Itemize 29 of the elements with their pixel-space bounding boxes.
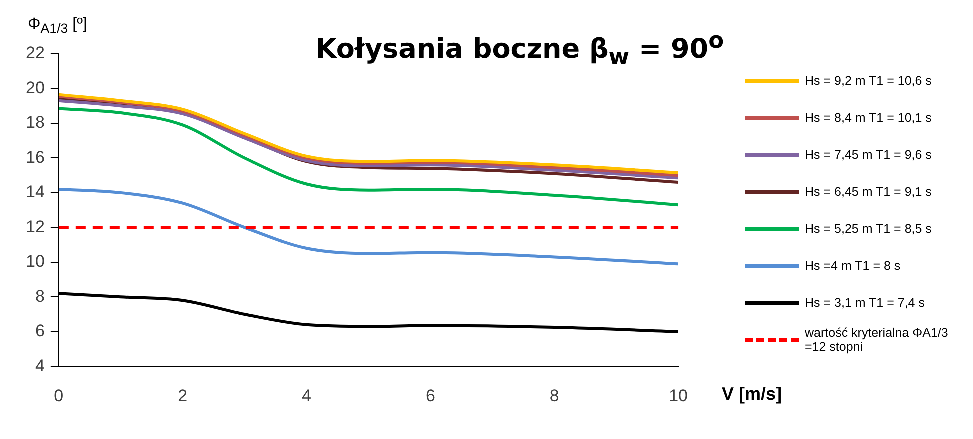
- legend-label: wartość kryterialna ΦA1/3 =12 stopni: [805, 326, 950, 354]
- legend-label: Hs = 9,2 m T1 = 10,6 s: [805, 74, 932, 88]
- y-tick-label: 14: [26, 182, 45, 202]
- chart-title: Kołysania boczne β$_{w}$ = 90$^{o}$: [314, 28, 726, 70]
- x-tick-label: 4: [302, 386, 312, 406]
- y-axis-title: Φ$_{A1/3}$ [º]: [28, 16, 88, 36]
- y-tick-label: 12: [26, 217, 45, 236]
- legend-label: Hs = 6,45 m T1 = 9,1 s: [805, 184, 932, 198]
- y-tick-label: 4: [35, 356, 45, 376]
- legend-label: Hs = 7,45 m T1 = 9,6 s: [805, 148, 932, 162]
- legend-label: Hs = 8,4 m T1 = 10,1 s: [805, 110, 932, 124]
- legend-label: Hs = 5,25 m T1 = 8,5 s: [805, 222, 932, 236]
- y-tick-label: 22: [26, 44, 45, 63]
- line-series: [58, 188, 679, 266]
- x-tick-label: 0: [54, 386, 64, 406]
- y-tick-label: 18: [26, 113, 45, 132]
- y-tick-label: 10: [26, 252, 45, 272]
- y-tick-label: 6: [35, 322, 45, 341]
- x-tick-label: 6: [426, 386, 436, 406]
- legend-label: Hs = 3,1 m T1 = 7,4 s: [805, 296, 925, 310]
- y-tick-label: 16: [26, 148, 45, 167]
- x-axis-title: V [m/s]: [722, 384, 782, 405]
- legend-label: Hs =4 m T1 = 8 s: [805, 258, 901, 272]
- x-tick-label: 2: [178, 386, 188, 406]
- x-tick-label: 8: [550, 386, 560, 406]
- x-tick-label: 10: [669, 386, 688, 406]
- y-tick-label: 8: [35, 286, 45, 306]
- y-tick-label: 20: [26, 78, 45, 98]
- line-series: [58, 107, 679, 207]
